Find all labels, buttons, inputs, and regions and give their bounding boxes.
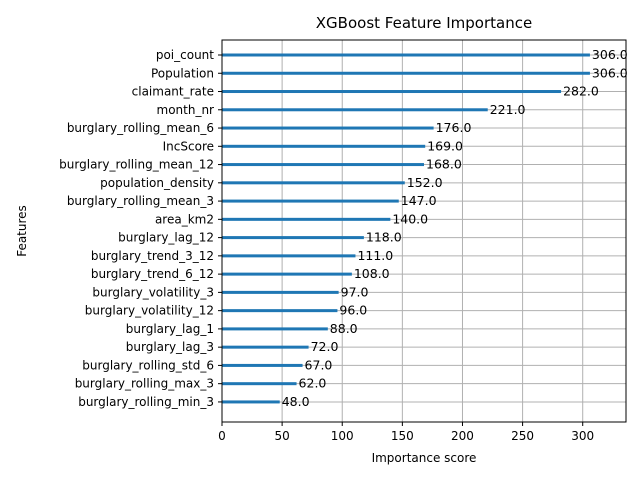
y-axis-label: Features <box>15 205 29 257</box>
bar <box>222 272 352 276</box>
y-tick-label: poi_count <box>156 48 214 62</box>
y-tick-label: burglary_volatility_3 <box>92 285 214 299</box>
bar <box>222 90 562 94</box>
x-tick-label: 300 <box>571 429 594 443</box>
x-tick-label: 250 <box>511 429 534 443</box>
data-label: 306.0 <box>592 47 628 62</box>
data-labels: 306.0 306.0 282.0 221.0 176.0 169.0 168.0 152.0… <box>282 47 628 409</box>
y-tick-label: area_km2 <box>155 212 214 226</box>
bar <box>222 363 303 367</box>
x-tick-label: 0 <box>218 429 226 443</box>
y-tick-label: population_density <box>100 176 214 190</box>
chart-title: XGBoost Feature Importance <box>316 14 532 32</box>
data-label: 147.0 <box>401 193 437 208</box>
bar <box>222 144 426 148</box>
x-axis-label: Importance score <box>372 451 477 465</box>
bar <box>222 382 297 386</box>
data-label: 168.0 <box>426 157 462 172</box>
data-label: 169.0 <box>427 138 463 153</box>
bar <box>222 327 328 331</box>
data-label: 72.0 <box>311 339 339 354</box>
y-tick-label: burglary_lag_12 <box>118 231 214 245</box>
y-tick-label: burglary_rolling_mean_6 <box>67 121 214 135</box>
bar <box>222 236 364 240</box>
bar <box>222 290 339 294</box>
y-tick-label: burglary_trend_3_12 <box>91 249 214 263</box>
bar <box>222 217 391 221</box>
y-tick-label: burglary_rolling_mean_3 <box>67 194 214 208</box>
y-tick-label: IncScore <box>163 139 214 153</box>
data-label: 140.0 <box>392 211 428 226</box>
y-tick-label: burglary_trend_6_12 <box>91 267 214 281</box>
bar <box>222 254 356 258</box>
y-tick-label: Population <box>151 66 214 80</box>
y-tick-label: burglary_rolling_max_3 <box>75 377 214 391</box>
bar <box>222 199 399 203</box>
y-tick-label: claimant_rate <box>132 85 214 99</box>
data-label: 306.0 <box>592 65 628 80</box>
bar <box>222 71 590 75</box>
y-tick-label: burglary_volatility_12 <box>85 304 214 318</box>
bar <box>222 163 424 167</box>
data-label: 152.0 <box>407 175 443 190</box>
plot-frame <box>221 39 627 423</box>
y-tick-label: burglary_lag_1 <box>126 322 214 336</box>
y-tick-label: burglary_rolling_mean_12 <box>59 158 214 172</box>
x-tick-label: 50 <box>274 429 289 443</box>
x-tick-label: 200 <box>451 429 474 443</box>
data-label: 62.0 <box>299 376 327 391</box>
data-label: 221.0 <box>490 102 526 117</box>
data-label: 97.0 <box>341 284 369 299</box>
x-tick-label: 100 <box>331 429 354 443</box>
bar <box>222 53 590 57</box>
bar <box>222 108 488 112</box>
y-tick-label: burglary_rolling_std_6 <box>82 358 214 372</box>
data-label: 111.0 <box>357 248 393 263</box>
data-label: 88.0 <box>330 321 358 336</box>
data-label: 67.0 <box>305 357 333 372</box>
data-label: 96.0 <box>339 303 367 318</box>
bar <box>222 126 434 130</box>
bars <box>222 53 590 404</box>
y-tick-labels: poi_count Population claimant_rate month_nr… <box>59 48 222 409</box>
x-ticks: 0 50 100 150 200 250 300 <box>218 422 594 443</box>
bar <box>222 345 309 349</box>
data-label: 108.0 <box>354 266 390 281</box>
data-label: 282.0 <box>563 84 599 99</box>
x-tick-label: 150 <box>391 429 414 443</box>
bar <box>222 181 405 185</box>
data-label: 118.0 <box>366 230 402 245</box>
data-label: 48.0 <box>282 394 310 409</box>
y-tick-label: month_nr <box>157 103 215 117</box>
data-label: 176.0 <box>436 120 472 135</box>
y-tick-label: burglary_rolling_min_3 <box>78 395 214 409</box>
bar <box>222 400 280 404</box>
bar <box>222 309 338 313</box>
y-tick-label: burglary_lag_3 <box>126 340 214 354</box>
